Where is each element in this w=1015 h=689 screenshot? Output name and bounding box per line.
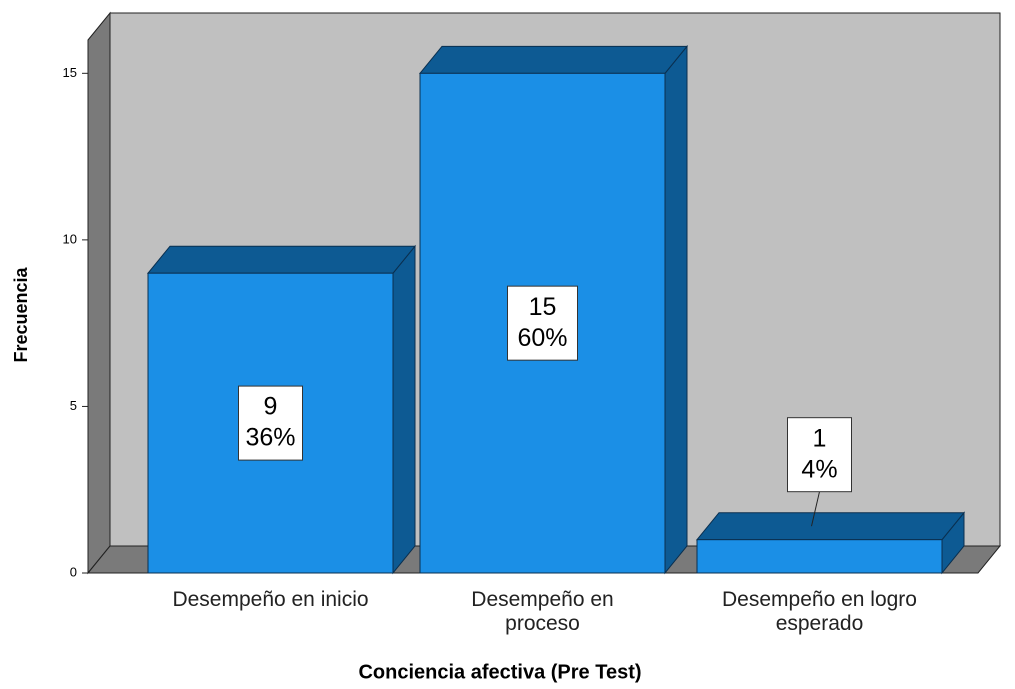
x-tick-label: Desempeño en proceso bbox=[471, 588, 614, 635]
bar-side bbox=[664, 44, 688, 575]
label-box bbox=[507, 285, 578, 361]
percent-label: 60% bbox=[517, 324, 567, 352]
value-label: 9 bbox=[264, 393, 278, 421]
value-label: 1 bbox=[813, 424, 827, 452]
left-wall bbox=[87, 11, 111, 575]
y-axis-title: Frecuencia bbox=[11, 266, 31, 362]
y-tick-label: 15 bbox=[63, 65, 77, 80]
bar-side bbox=[392, 244, 416, 575]
bar-top bbox=[695, 512, 966, 541]
percent-label: 4% bbox=[801, 455, 837, 483]
bar-top bbox=[146, 245, 417, 274]
x-axis-title: Conciencia afectiva (Pre Test) bbox=[358, 661, 641, 683]
leader-line bbox=[811, 491, 820, 527]
bar bbox=[696, 539, 943, 574]
x-tick-label: Desempeño en inicio bbox=[172, 588, 369, 611]
bar-top bbox=[418, 45, 689, 74]
label-box bbox=[238, 385, 303, 461]
percent-label: 36% bbox=[245, 424, 295, 452]
y-tick-label: 0 bbox=[70, 564, 77, 579]
y-tick-label: 5 bbox=[70, 398, 77, 413]
value-label: 15 bbox=[529, 293, 557, 321]
y-tick-label: 10 bbox=[63, 231, 77, 246]
label-box bbox=[787, 417, 852, 493]
x-tick-label: Desempeño en logro esperado bbox=[722, 588, 917, 635]
